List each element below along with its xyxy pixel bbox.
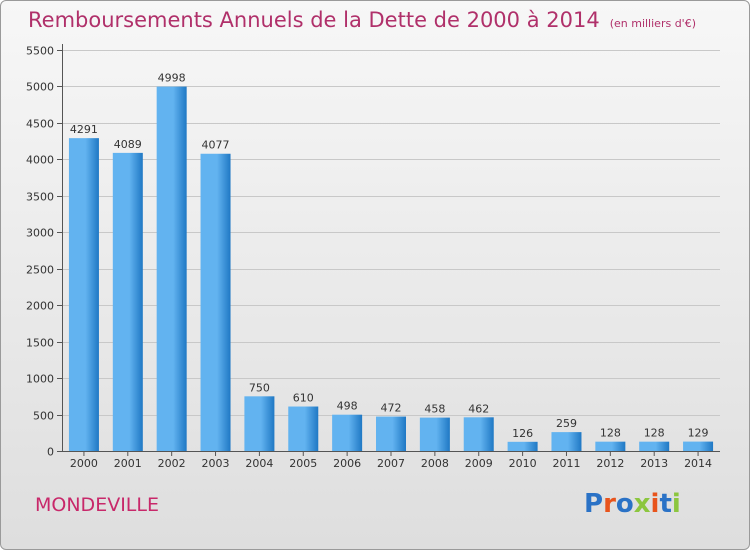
y-tick-label: 0 — [47, 446, 54, 459]
bar-value-label: 750 — [249, 381, 270, 394]
logo-letter: x — [633, 489, 651, 519]
bar — [68, 138, 99, 451]
x-tick-label: 2004 — [245, 457, 273, 470]
x-tick-label: 2014 — [684, 457, 712, 470]
y-tick-label: 3000 — [26, 227, 54, 240]
x-tick-label: 2008 — [421, 457, 449, 470]
city-name: MONDEVILLE — [35, 494, 159, 516]
x-tick-label: 2013 — [640, 457, 668, 470]
bar — [200, 153, 231, 451]
bar-value-label: 472 — [381, 402, 402, 415]
logo-letter: r — [603, 489, 616, 519]
x-tick-label: 2009 — [465, 457, 493, 470]
y-tick-label: 1500 — [26, 337, 54, 350]
logo-letter: o — [615, 489, 634, 519]
x-tick-label: 2001 — [114, 457, 142, 470]
bar — [419, 417, 450, 451]
logo-letter: P — [584, 489, 604, 519]
logo-letter: t — [659, 489, 672, 519]
bar — [639, 441, 670, 451]
bar-value-label: 498 — [337, 400, 358, 413]
y-tick-label: 5500 — [26, 45, 54, 58]
bar — [683, 441, 714, 451]
bar — [156, 86, 187, 451]
bar — [507, 441, 538, 451]
chart-title-text: Remboursements Annuels de la Dette de 20… — [28, 8, 600, 32]
bar-value-label: 4089 — [114, 138, 142, 151]
proxiti-logo: Proxiti — [584, 489, 681, 519]
y-tick-label: 500 — [33, 410, 54, 423]
bar-value-label: 259 — [556, 417, 577, 430]
bar-value-label: 458 — [424, 403, 445, 416]
y-tick-label: 4500 — [26, 118, 54, 131]
y-tick-label: 5000 — [26, 81, 54, 94]
bar — [376, 416, 406, 451]
y-tick-label: 2000 — [26, 300, 54, 313]
y-tick-label: 2500 — [26, 264, 54, 277]
bar-value-label: 4077 — [202, 139, 230, 152]
bar-value-label: 128 — [600, 427, 621, 440]
bar-value-label: 4291 — [70, 123, 98, 136]
label-layer: 4291 4089 4998 4077 750 610 498 472 458 462 126 259… — [70, 72, 709, 440]
bar-value-label: 462 — [468, 402, 489, 415]
y-tick-label: 1000 — [26, 373, 54, 386]
unit-note: (en milliers d'€) — [609, 17, 696, 30]
bar — [463, 417, 494, 451]
x-tick-label: 2005 — [289, 457, 317, 470]
x-tick-label: 2011 — [552, 457, 580, 470]
chart-title: Remboursements Annuels de la Dette de 20… — [28, 8, 696, 32]
bar-layer — [68, 86, 714, 451]
bar — [332, 414, 363, 451]
bar-value-label: 610 — [293, 392, 314, 405]
x-tick-label: 2000 — [70, 457, 98, 470]
bar-value-label: 4998 — [158, 72, 186, 85]
bar — [244, 396, 275, 451]
bar-value-label: 128 — [644, 427, 665, 440]
bar — [112, 152, 143, 451]
x-tick-label: 2006 — [333, 457, 361, 470]
x-tick-label: 2010 — [509, 457, 537, 470]
bar-value-label: 126 — [512, 427, 533, 440]
x-tick-label: 2007 — [377, 457, 405, 470]
x-tick-label: 2002 — [158, 457, 186, 470]
logo-letter: i — [671, 489, 681, 519]
bar — [551, 432, 582, 451]
bar — [288, 406, 319, 451]
y-tick-label: 3500 — [26, 191, 54, 204]
bar-value-label: 129 — [688, 427, 709, 440]
logo-letter: i — [650, 489, 660, 519]
x-tick-label: 2012 — [596, 457, 624, 470]
y-tick-label: 4000 — [26, 154, 54, 167]
bar — [595, 441, 626, 451]
axis-layer: 0 500 1000 1500 2000 2500 3000 3500 4000 4500 5000… — [26, 44, 720, 470]
x-tick-label: 2003 — [202, 457, 230, 470]
